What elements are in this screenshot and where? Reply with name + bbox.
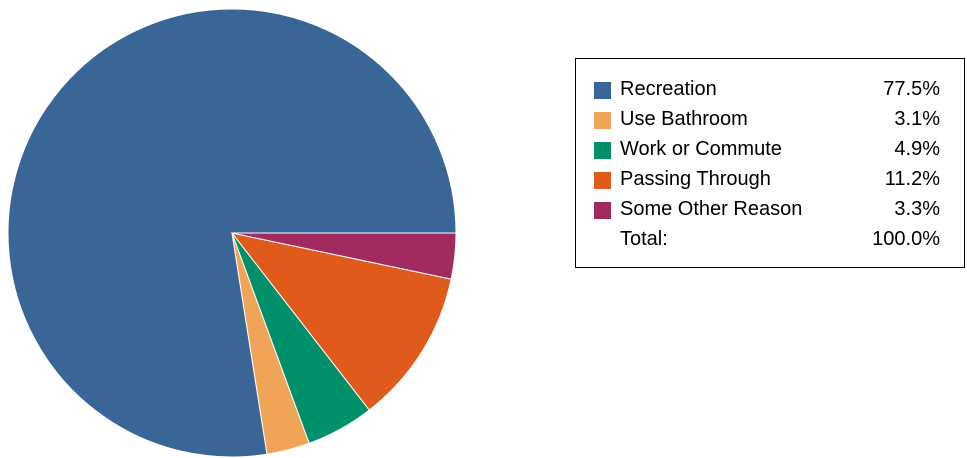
legend-label-some-other-reason: Some Other Reason <box>620 198 803 220</box>
pie-slice-some-other-reason <box>231 232 457 280</box>
legend-label-work-or-commute: Work or Commute <box>620 138 782 160</box>
legend-label-recreation: Recreation <box>620 78 717 100</box>
legend-total-label: Total: <box>620 228 668 250</box>
legend-label-passing-through: Passing Through <box>620 168 771 190</box>
legend-value-some-other-reason: 3.3% <box>894 198 940 220</box>
legend-value-work-or-commute: 4.9% <box>894 138 940 160</box>
legend-total-row: Total: 100.0% <box>576 226 964 256</box>
legend-item-passing-through: Passing Through 11.2% <box>576 166 964 196</box>
pie-slice-recreation <box>7 8 457 458</box>
legend-item-work-or-commute: Work or Commute 4.9% <box>576 136 964 166</box>
legend-total-value: 100.0% <box>872 228 940 250</box>
legend-swatch-some-other-reason <box>594 202 611 219</box>
legend-item-some-other-reason: Some Other Reason 3.3% <box>576 196 964 226</box>
legend-swatch-passing-through <box>594 172 611 189</box>
legend-label-use-bathroom: Use Bathroom <box>620 108 748 130</box>
legend-value-passing-through: 11.2% <box>884 168 940 190</box>
legend-value-recreation: 77.5% <box>883 78 940 100</box>
chart-legend: Recreation 77.5% Use Bathroom 3.1% Work … <box>575 58 965 268</box>
legend-swatch-use-bathroom <box>594 112 611 129</box>
legend-swatch-recreation <box>594 82 611 99</box>
legend-swatch-work-or-commute <box>594 142 611 159</box>
pie-chart <box>7 8 457 458</box>
legend-item-use-bathroom: Use Bathroom 3.1% <box>576 106 964 136</box>
legend-item-recreation: Recreation 77.5% <box>576 76 964 106</box>
legend-value-use-bathroom: 3.1% <box>894 108 940 130</box>
pie-slice-passing-through <box>230 232 452 411</box>
